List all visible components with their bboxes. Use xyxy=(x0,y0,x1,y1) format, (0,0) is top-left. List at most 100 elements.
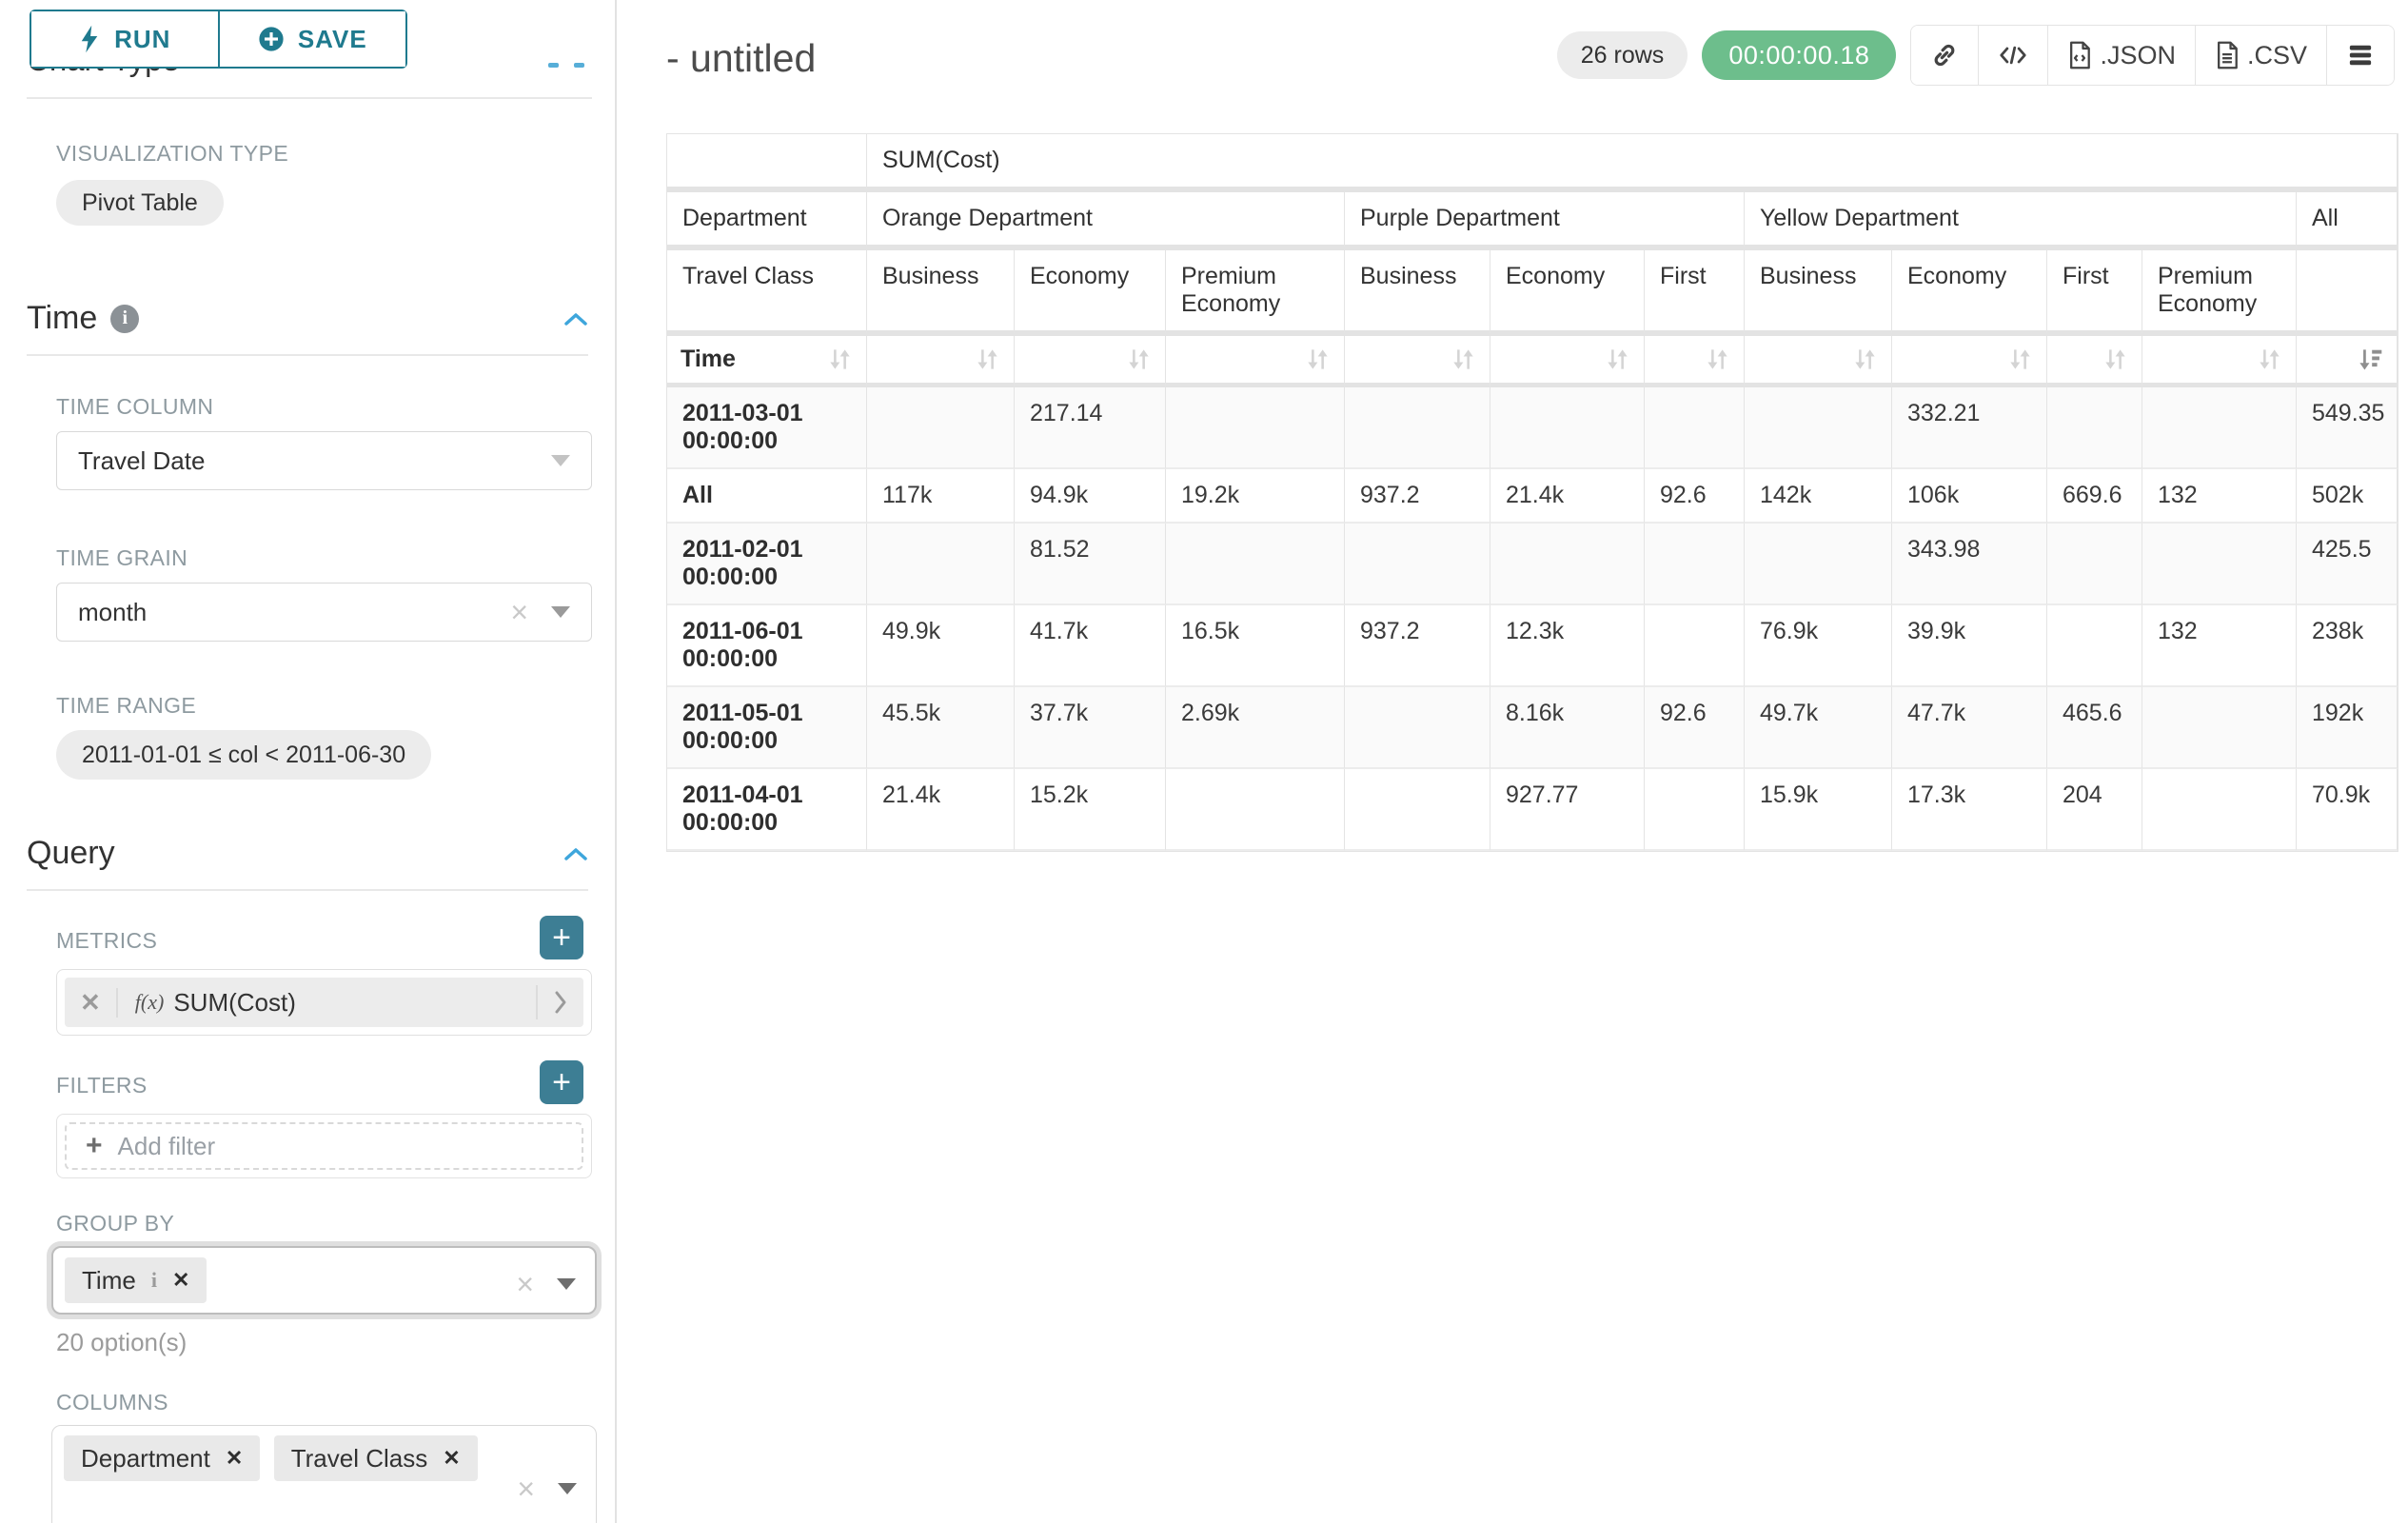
add-filter-button[interactable]: + xyxy=(540,1060,583,1104)
info-icon: i xyxy=(151,1268,157,1293)
sort-icon[interactable] xyxy=(1305,346,1331,373)
pivot-cell xyxy=(2142,687,2297,769)
sort-icon[interactable] xyxy=(827,346,853,373)
pivot-cell xyxy=(1345,387,1490,469)
pivot-cell xyxy=(2142,769,2297,851)
sort-icon[interactable] xyxy=(1705,346,1730,373)
sort-desc-icon[interactable] xyxy=(2358,346,2383,373)
caret-down-icon[interactable] xyxy=(557,1278,576,1290)
remove-tag-icon[interactable]: ✕ xyxy=(172,1268,189,1293)
sort-icon[interactable] xyxy=(2102,346,2128,373)
sort-icon[interactable] xyxy=(2257,346,2282,373)
caret-down-icon xyxy=(551,606,570,618)
sort-icon[interactable] xyxy=(1451,346,1476,373)
pivot-cell: 192k xyxy=(2297,687,2398,769)
metric-pill[interactable]: ✕ f(x) SUM(Cost) xyxy=(65,978,583,1027)
clear-icon[interactable]: × xyxy=(517,1474,535,1504)
pivot-cell: 117k xyxy=(867,469,1015,524)
run-button[interactable]: RUN xyxy=(31,11,218,67)
hamburger-menu-icon xyxy=(2346,43,2375,68)
chevron-up-icon[interactable] xyxy=(563,846,588,861)
pivot-sort-cell xyxy=(1645,336,1745,387)
chart-title[interactable]: - untitled xyxy=(666,25,816,81)
pivot-column-header: Economy xyxy=(1490,250,1645,336)
panel-resize-handle-dots[interactable] xyxy=(548,63,584,68)
share-link-button[interactable] xyxy=(1911,26,1979,85)
pivot-cell: 142k xyxy=(1745,469,1892,524)
pivot-row-label: 2011-02-01 00:00:00 xyxy=(667,524,867,605)
pivot-cell xyxy=(867,387,1015,469)
time-grain-label: TIME GRAIN xyxy=(56,545,615,571)
sort-icon[interactable] xyxy=(1126,346,1152,373)
sort-icon[interactable] xyxy=(1852,346,1878,373)
pivot-cell xyxy=(2047,524,2142,605)
time-range-pill[interactable]: 2011-01-01 ≤ col < 2011-06-30 xyxy=(56,730,431,780)
remove-tag-icon[interactable]: ✕ xyxy=(226,1446,243,1471)
pivot-row-label: 2011-05-01 00:00:00 xyxy=(667,687,867,769)
export-json-label: .JSON xyxy=(2100,41,2176,70)
export-json-button[interactable]: .JSON xyxy=(2048,26,2196,85)
sort-icon[interactable] xyxy=(1605,346,1630,373)
remove-tag-icon[interactable]: ✕ xyxy=(443,1446,460,1471)
group-by-select[interactable]: Time i ✕ × xyxy=(51,1246,597,1315)
filters-label: FILTERS xyxy=(56,1073,148,1098)
caret-down-icon[interactable] xyxy=(558,1483,577,1494)
pivot-cell: 937.2 xyxy=(1345,469,1490,524)
run-save-button-group: RUN SAVE xyxy=(30,10,407,69)
metric-label: SUM(Cost) xyxy=(173,988,536,1018)
time-grain-value: month xyxy=(78,598,510,627)
time-grain-select[interactable]: month × xyxy=(56,583,592,642)
add-filter-placeholder: Add filter xyxy=(118,1132,216,1161)
pivot-cell: 39.9k xyxy=(1892,605,2047,687)
time-section-title-row: Time i xyxy=(27,300,139,337)
remove-metric-icon[interactable]: ✕ xyxy=(65,988,118,1018)
pivot-sort-cell xyxy=(1892,336,2047,387)
sort-icon[interactable] xyxy=(2007,346,2033,373)
pivot-cell xyxy=(2142,524,2297,605)
metrics-label: METRICS xyxy=(56,928,157,954)
pivot-cell: 70.9k xyxy=(2297,769,2398,851)
chart-area: - untitled 26 rows 00:00:00.18 xyxy=(617,0,2408,1523)
clear-icon[interactable]: × xyxy=(516,1269,534,1299)
pivot-sort-cell xyxy=(2297,336,2398,387)
pivot-row-label: 2011-04-01 00:00:00 xyxy=(667,769,867,851)
export-csv-button[interactable]: .CSV xyxy=(2196,26,2327,85)
pivot-column-header: Business xyxy=(1345,250,1490,336)
pivot-travel-class-axis-label: Travel Class xyxy=(667,250,867,336)
pivot-cell: 217.14 xyxy=(1015,387,1166,469)
add-filter-dropzone[interactable]: + Add filter xyxy=(65,1122,583,1170)
pivot-time-sort-cell: Time xyxy=(667,336,867,387)
pivot-cell: 76.9k xyxy=(1745,605,1892,687)
group-by-label: GROUP BY xyxy=(56,1211,615,1236)
columns-select[interactable]: Department ✕ Travel Class ✕ × xyxy=(51,1425,597,1523)
csv-file-icon xyxy=(2215,41,2240,69)
pivot-cell: 343.98 xyxy=(1892,524,2047,605)
chevron-right-icon[interactable] xyxy=(536,985,583,1019)
save-button[interactable]: SAVE xyxy=(218,11,406,67)
pivot-cell xyxy=(1745,387,1892,469)
group-by-options-hint: 20 option(s) xyxy=(56,1328,615,1357)
visualization-type-pill[interactable]: Pivot Table xyxy=(56,180,224,226)
code-icon xyxy=(1998,42,2028,69)
pivot-sort-cell xyxy=(1345,336,1490,387)
query-section-title: Query xyxy=(27,835,115,872)
explore-app: Chart Type RUN SAVE VISUALIZATION TYPE P… xyxy=(0,0,2408,1523)
pivot-colgroup-header: Yellow Department xyxy=(1745,192,2297,250)
run-button-label: RUN xyxy=(114,25,170,54)
pivot-time-axis-label: Time xyxy=(681,346,736,373)
clear-icon[interactable]: × xyxy=(510,597,528,627)
pivot-cell: 47.7k xyxy=(1892,687,2047,769)
pivot-cell xyxy=(1166,769,1345,851)
time-column-select[interactable]: Travel Date xyxy=(56,431,592,490)
pivot-cell: 937.2 xyxy=(1345,605,1490,687)
pivot-cell: 19.2k xyxy=(1166,469,1345,524)
pivot-cell: 94.9k xyxy=(1015,469,1166,524)
chevron-up-icon[interactable] xyxy=(563,311,588,326)
menu-button[interactable] xyxy=(2327,26,2394,85)
tag-label: Travel Class xyxy=(291,1444,428,1474)
pivot-cell xyxy=(867,524,1015,605)
add-metric-button[interactable]: + xyxy=(540,916,583,959)
sort-icon[interactable] xyxy=(975,346,1000,373)
pivot-sort-cell xyxy=(2142,336,2297,387)
embed-code-button[interactable] xyxy=(1979,26,2048,85)
